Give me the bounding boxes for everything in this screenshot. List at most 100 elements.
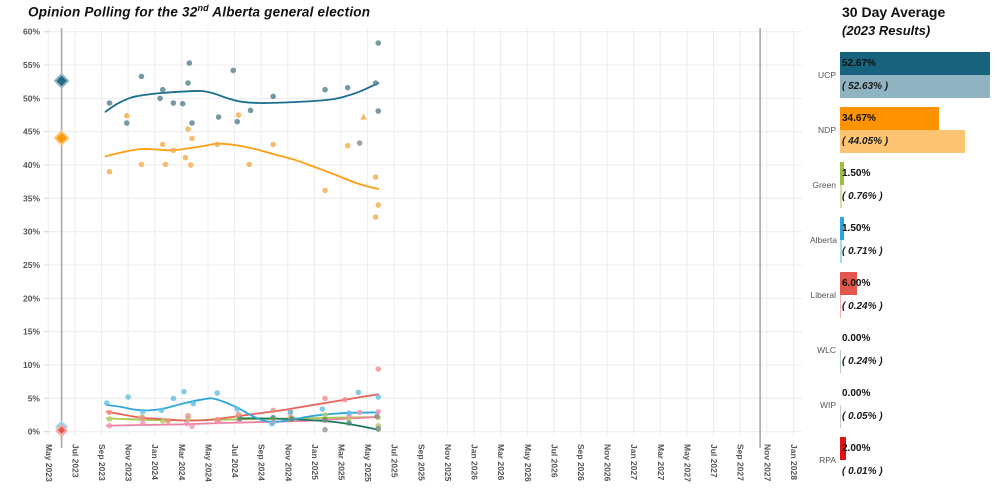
trend-line-ndp [104,142,380,190]
avg-bar [840,52,990,75]
legend-row-alberta: Alberta 1.50% ( 0.71% ) [810,217,1000,263]
poll-point-other [356,140,363,146]
poll-point-liberal [214,416,221,423]
poll-point-ndp [270,141,276,148]
polling-chart-canvas: 0% 5% 10% 15% 20% 25% 30% 35% 40% 45% 50% 55% 60% May… [23,27,802,482]
poll-point-alberta [181,388,187,395]
legend-bars: 6.00% ( 0.24% ) [840,272,998,318]
poll-point-liberal [342,396,348,403]
poll-point-alberta [125,394,131,400]
poll-point-wlc [270,414,276,421]
poll-point-ndp [162,161,169,168]
poll-point-alberta [234,406,241,412]
poll-point-ucp [234,118,241,125]
poll-point-liberal [375,366,382,372]
y-tick-label: 45% [23,127,40,137]
poll-point-ucp [157,95,163,102]
legend-bars: 0.00% ( 0.05% ) [840,382,998,428]
poll-point-wlc [288,416,295,422]
poll-point-ucp [372,80,379,86]
result-2023-bar [840,295,841,318]
x-tick-label: Jul 2023 [70,444,80,478]
poll-point-alberta [355,389,362,396]
poll-point-alberta [319,406,326,412]
x-tick-label: Jan 2028 [789,444,799,480]
poll-point-liberal [185,412,191,419]
y-tick-label: 35% [23,193,40,203]
result-2023-bar [840,130,966,153]
result-2023-value-label: ( 52.63% ) [842,81,889,92]
poll-point-wlc [346,420,352,426]
y-tick-label: 30% [23,227,40,237]
y-tick-label: 10% [23,360,40,370]
poll-point-green [322,412,328,418]
legend-title: 30 Day Average [842,4,946,20]
x-tick-label: Jul 2025 [390,444,400,478]
x-tick-label: Sep 2024 [257,444,267,481]
poll-point-ucp [179,100,186,107]
x-tick-label: Nov 2026 [603,444,613,482]
y-tick-label: 40% [23,160,40,170]
poll-point-alberta [287,409,294,416]
poll-point-rpa [139,420,146,426]
legend-row-ucp: UCP 52.67% ( 52.63% ) [810,52,1000,98]
poll-point-alberta [170,395,177,402]
result-2023-bar [840,185,843,208]
poll-point-ucp [106,100,113,106]
legend-party-label: RPA [819,455,836,465]
result-2023-value-label: ( 0.24% ) [842,356,883,367]
avg-value-label: 1.50% [842,168,871,179]
poll-point-ndp [159,141,166,148]
x-tick-label: Nov 2025 [443,444,453,482]
x-tick-label: Mar 2027 [656,444,666,481]
legend-panel: 30 Day Average (2023 Results) UCP 52.67% (… [810,0,1000,500]
result-2023-bar [840,75,990,98]
poll-point-liberal [322,395,328,402]
poll-point-ndp [344,142,351,149]
poll-point-ucp [322,86,328,93]
poll-point-ucp [270,93,276,100]
legend-row-ndp: NDP 34.67% ( 44.05% ) [810,107,1000,153]
poll-point-ndp [123,112,130,119]
poll-point-ucp [186,60,193,66]
legend-row-rpa: RPA 2.00% ( 0.01% ) [810,437,1000,483]
poll-point-rpa [183,420,190,427]
x-tick-label: Sep 2025 [416,444,426,481]
x-tick-label: Nov 2024 [283,444,293,482]
avg-bar [840,107,939,130]
poll-point-other [374,413,380,420]
legend-party-label: UCP [818,70,836,80]
poll-point-ucp [375,108,382,114]
avg-value-label: 6.00% [842,278,871,289]
avg-value-label: 52.67% [842,58,876,69]
y-tick-label: 15% [23,327,40,337]
poll-point-wip [322,426,328,433]
trend-line-ucp [104,82,380,113]
result-2023-diamond-ucp [53,72,70,89]
y-tick-label: 55% [23,60,40,70]
legend-bars: 0.00% ( 0.24% ) [840,327,998,373]
avg-value-label: 0.00% [842,388,871,399]
poll-point-green [159,418,166,424]
x-tick-label: May 2026 [523,444,533,482]
x-tick-label: May 2025 [363,444,373,482]
poll-point-rpa [375,408,382,415]
legend-party-label: Liberal [810,290,836,300]
poll-point-alberta [375,394,382,400]
legend-row-wlc: WLC 0.00% ( 0.24% ) [810,327,1000,373]
poll-point-alberta [214,390,221,396]
y-tick-label: 0% [28,427,41,437]
x-tick-label: Jul 2024 [230,444,240,478]
x-tick-label: Jan 2025 [310,444,320,480]
poll-point-ndp [138,161,145,168]
x-tick-label: Mar 2024 [177,444,187,481]
legend-party-label: Alberta [810,235,837,245]
poll-point-ucp [185,80,191,86]
poll-point-liberal [139,414,146,421]
chart-title-suffix: Alberta general election [208,4,371,20]
result-2023-value-label: ( 0.76% ) [842,191,883,202]
result-2023-value-label: ( 0.71% ) [842,246,883,257]
x-tick-label: Jul 2027 [709,444,719,478]
poll-point-ucp [344,84,351,91]
poll-point-green [106,416,113,422]
